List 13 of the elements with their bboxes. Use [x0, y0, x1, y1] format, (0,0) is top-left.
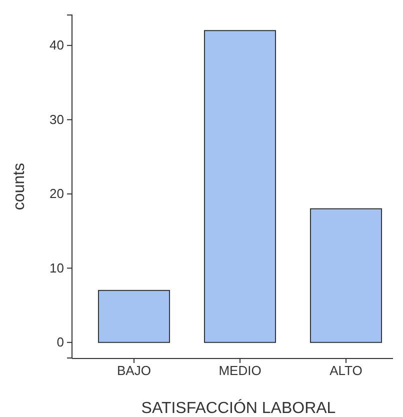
y-tick-label: 10 — [50, 260, 64, 276]
x-axis-title: SATISFACCIÓN LABORAL — [141, 399, 336, 417]
x-tick-label: MEDIO — [218, 363, 262, 378]
x-tick-label: BAJO — [117, 363, 151, 378]
bar — [204, 30, 276, 343]
y-tick-label: 0 — [56, 334, 64, 350]
x-tick-label: ALTO — [330, 363, 362, 378]
bar — [310, 208, 382, 343]
y-axis-title: counts — [11, 162, 28, 210]
y-tick-label: 30 — [50, 112, 64, 127]
y-tick-label: 40 — [50, 38, 64, 53]
y-tick-label: 20 — [50, 186, 64, 202]
bar — [98, 290, 170, 343]
